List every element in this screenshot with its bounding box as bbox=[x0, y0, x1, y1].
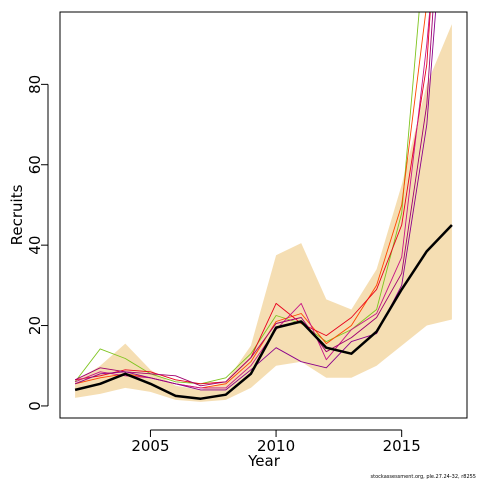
x-tick-label: 2010 bbox=[257, 437, 295, 455]
confidence-band bbox=[75, 24, 452, 402]
plot-frame bbox=[59, 11, 468, 419]
x-tick-label: 2005 bbox=[131, 437, 169, 455]
footnote: stockassessment.org, ple.27.24-32, r8255 bbox=[371, 474, 476, 480]
retro-series-line-4 bbox=[74, 12, 431, 389]
x-axis-title: Year bbox=[247, 452, 281, 470]
y-tick-label: 0 bbox=[26, 401, 44, 411]
retro-series-line-3 bbox=[75, 12, 431, 385]
retro-series-line-5 bbox=[74, 12, 434, 387]
axis-layer: 2005 2010 2015 0 20 40 60 80 bbox=[26, 75, 421, 455]
y-tick-label: 60 bbox=[26, 155, 44, 174]
y-tick-label: 80 bbox=[26, 75, 44, 94]
x-tick-label: 2015 bbox=[383, 437, 421, 455]
y-tick-label: 40 bbox=[26, 236, 44, 255]
retro-series-line-1 bbox=[74, 12, 420, 385]
recruits-estimate-line bbox=[74, 224, 453, 400]
y-axis-title: Recruits bbox=[8, 184, 26, 245]
y-tick-label: 20 bbox=[26, 316, 44, 335]
plot-layer bbox=[74, 12, 453, 402]
